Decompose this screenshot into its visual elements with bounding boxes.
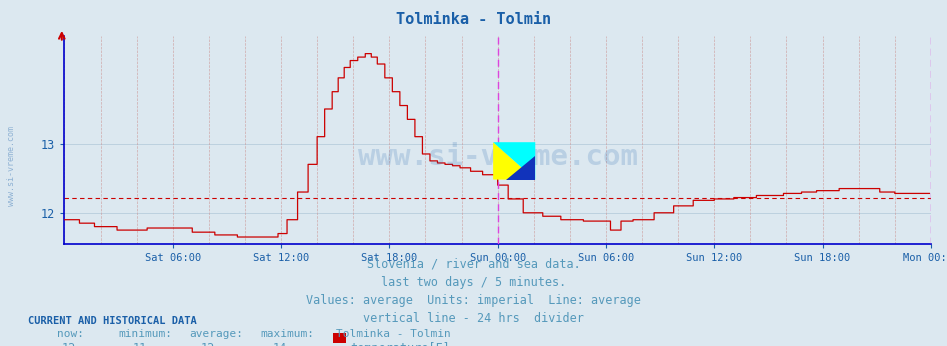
Polygon shape: [493, 142, 535, 180]
Text: 12: 12: [201, 342, 215, 346]
Text: 11: 11: [133, 342, 147, 346]
Text: CURRENT AND HISTORICAL DATA: CURRENT AND HISTORICAL DATA: [28, 316, 197, 326]
Text: minimum:: minimum:: [118, 329, 172, 339]
Text: Tolminka - Tolmin: Tolminka - Tolmin: [396, 12, 551, 27]
Text: www.si-vreme.com: www.si-vreme.com: [358, 143, 637, 171]
Text: temperature[F]: temperature[F]: [350, 342, 450, 346]
Text: Slovenia / river and sea data.: Slovenia / river and sea data.: [366, 258, 581, 271]
Text: 12: 12: [62, 342, 76, 346]
Text: last two days / 5 minutes.: last two days / 5 minutes.: [381, 276, 566, 289]
Text: Tolminka - Tolmin: Tolminka - Tolmin: [336, 329, 451, 339]
Text: vertical line - 24 hrs  divider: vertical line - 24 hrs divider: [363, 312, 584, 325]
Text: average:: average:: [189, 329, 243, 339]
Text: now:: now:: [57, 329, 84, 339]
Polygon shape: [506, 156, 535, 180]
Text: maximum:: maximum:: [260, 329, 314, 339]
Text: 14: 14: [273, 342, 287, 346]
Text: www.si-vreme.com: www.si-vreme.com: [7, 126, 16, 206]
Text: Values: average  Units: imperial  Line: average: Values: average Units: imperial Line: av…: [306, 294, 641, 307]
Polygon shape: [493, 142, 535, 180]
